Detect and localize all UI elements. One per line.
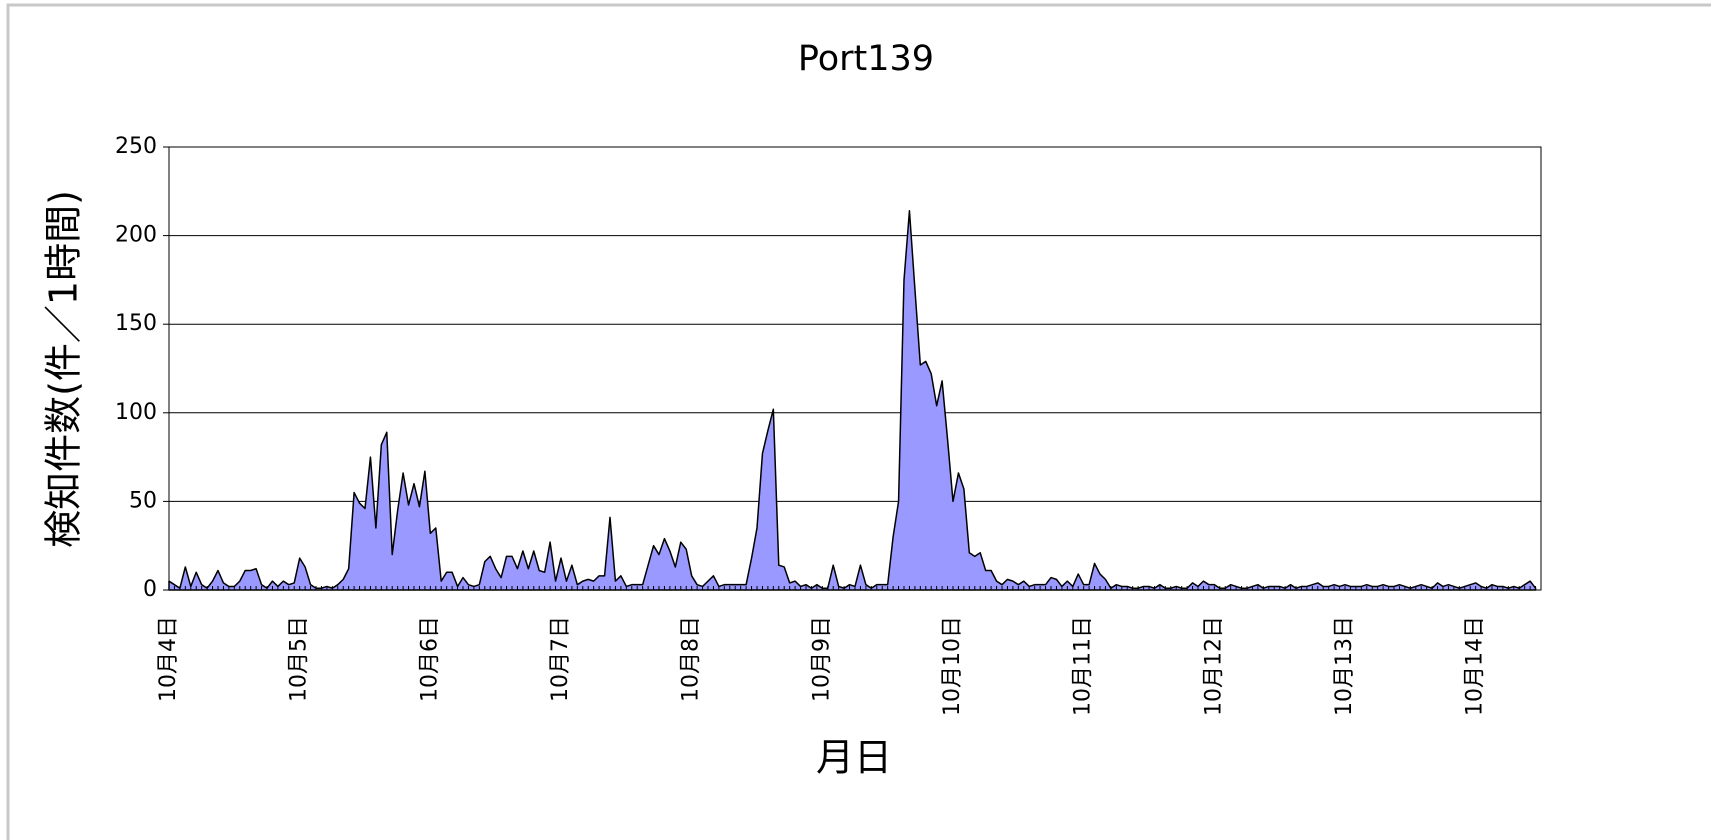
x-tick-label: 10月5日 [287,616,312,702]
x-tick-label: 10月14日 [1463,616,1488,716]
x-tick-label: 10月10日 [940,616,965,716]
x-tick-label: 10月7日 [548,616,573,702]
y-axis-title: 検知件数(件／1時間) [42,190,86,548]
x-tick-label: 10月9日 [809,616,834,702]
chart-title: Port139 [798,39,934,79]
x-tick-label: 10月13日 [1332,616,1357,716]
x-tick-label: 10月12日 [1201,616,1226,716]
y-tick-label: 150 [115,311,157,336]
y-tick-label: 250 [115,134,157,159]
x-axis-title: 月日 [816,736,892,780]
x-tick-label: 10月8日 [679,616,704,702]
x-tick-label: 10月11日 [1071,616,1096,716]
y-tick-label: 50 [129,488,157,513]
plot-area: 0 50 100 150 200 250 10月4日 10月5日 10月6日 10月7日 10月8日… [115,134,1542,716]
y-tick-label: 0 [143,577,157,602]
y-tick-label: 100 [115,400,157,425]
y-tick-label: 200 [115,223,157,248]
x-tick-label: 10月6日 [417,616,442,702]
x-tick-label: 10月4日 [156,616,181,702]
